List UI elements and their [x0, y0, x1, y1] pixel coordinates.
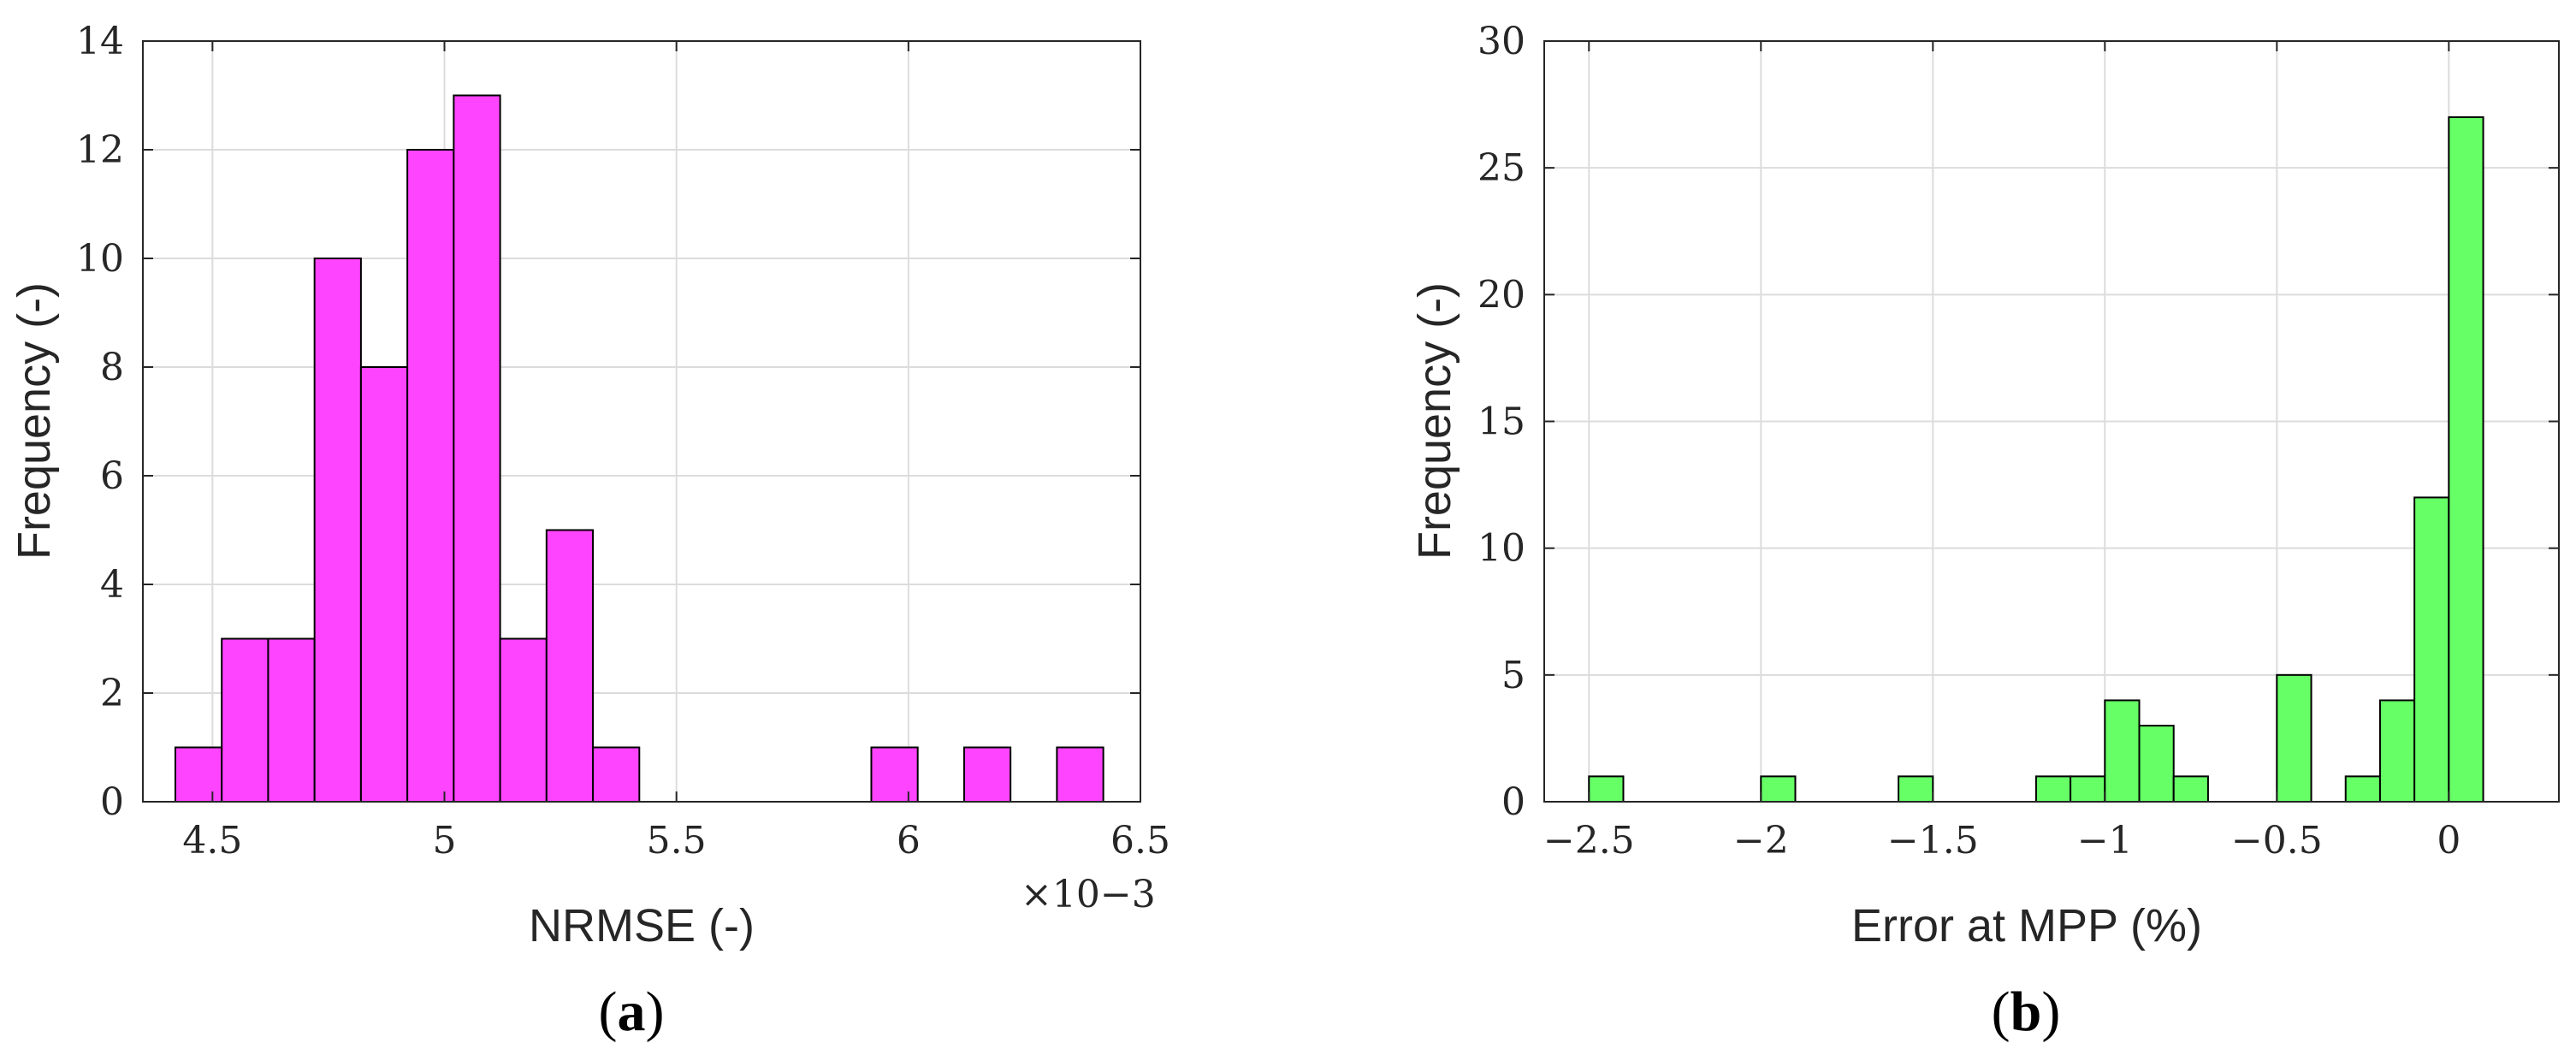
histogram-bar [499, 637, 548, 803]
x-tick-label: −1 [2077, 819, 2133, 862]
y-tick-label: 14 [76, 20, 124, 63]
panel-label-a-open: ( [599, 981, 618, 1043]
histogram-bar [1056, 746, 1104, 803]
x-tick-label: 4.5 [182, 819, 242, 862]
histogram-bar [1760, 775, 1797, 803]
x-multiplier-a: ×10−3 [1021, 873, 1156, 916]
x-tick-label: 6 [897, 819, 921, 862]
ticks-a: 4.5 5 5.5 6 6.5 0 2 4 6 8 10 12 14 [76, 20, 1170, 862]
histogram-bar [2448, 116, 2484, 803]
bars-a [174, 94, 1104, 803]
histogram-bar [2172, 775, 2209, 803]
x-tick-label: −2.5 [1543, 819, 1635, 862]
x-axis-label-b: Error at MPP (%) [1851, 900, 2202, 951]
histogram-bar [267, 637, 316, 803]
y-tick-label: 0 [1501, 780, 1525, 824]
y-tick-label: 2 [100, 672, 124, 715]
histogram-bar [453, 94, 501, 803]
y-tick-label: 10 [76, 237, 124, 281]
histogram-bar [2138, 725, 2175, 803]
y-axis-label-b: Frequency (-) [1409, 282, 1460, 560]
histogram-bar [962, 746, 1012, 803]
panel-label-a: (a) [599, 981, 665, 1043]
histogram-bar [2413, 496, 2450, 803]
chart-a: 4.5 5 5.5 6 6.5 0 2 4 6 8 10 12 14 NRMSE (-) Frequen… [9, 20, 1170, 1043]
x-axis-label-a: NRMSE (-) [529, 900, 755, 951]
panel-label-a-letter: a [618, 981, 646, 1043]
y-tick-label: 15 [1477, 400, 1525, 444]
histogram-bar [870, 746, 919, 803]
y-tick-label: 20 [1477, 273, 1525, 317]
y-tick-label: 12 [76, 128, 124, 172]
y-tick-label: 6 [100, 454, 124, 498]
histogram-bar [1588, 775, 1625, 803]
histogram-bar [592, 746, 641, 803]
panel-label-b: (b) [1992, 981, 2061, 1043]
histogram-bar [313, 258, 362, 803]
panel-label-a-close: ) [646, 981, 665, 1043]
y-tick-label: 30 [1477, 20, 1525, 63]
ticks-b: −2.5 −2 −1.5 −1 −0.5 0 0 5 10 15 20 25 30 [1477, 20, 2559, 862]
x-tick-label: −1.5 [1887, 819, 1979, 862]
axes-box-a [142, 40, 1141, 803]
histogram-bar [359, 366, 409, 803]
y-tick-label: 0 [100, 780, 124, 824]
x-tick-label: 0 [2437, 819, 2461, 862]
y-tick-label: 25 [1477, 146, 1525, 190]
y-tick-label: 10 [1477, 527, 1525, 571]
y-tick-label: 8 [100, 346, 124, 389]
x-tick-label: −2 [1733, 819, 1789, 862]
histogram-bar [221, 637, 269, 803]
panel-label-b-close: ) [2041, 981, 2060, 1043]
x-tick-label: 6.5 [1110, 819, 1170, 862]
histogram-bar [2104, 699, 2141, 803]
y-tick-label: 5 [1501, 654, 1525, 697]
histogram-bar [174, 746, 223, 803]
histogram-bar [1898, 775, 1934, 803]
histogram-bar [2034, 775, 2072, 803]
chart-b: −2.5 −2 −1.5 −1 −0.5 0 0 5 10 15 20 25 30 Error at M… [1409, 20, 2560, 1043]
panel-label-b-open: ( [1992, 981, 2010, 1043]
y-tick-label: 4 [100, 563, 124, 607]
x-tick-label: 5 [433, 819, 457, 862]
x-tick-label: −0.5 [2231, 819, 2323, 862]
x-tick-label: 5.5 [647, 819, 707, 862]
histogram-bar [2378, 699, 2416, 803]
histogram-bar [2070, 775, 2106, 803]
histogram-bar [2344, 775, 2381, 803]
y-axis-label-a: Frequency (-) [9, 282, 60, 560]
histogram-bar [2276, 673, 2312, 803]
panel-label-b-letter: b [2010, 981, 2042, 1043]
histogram-bar [545, 529, 595, 803]
histogram-bar [406, 149, 455, 803]
